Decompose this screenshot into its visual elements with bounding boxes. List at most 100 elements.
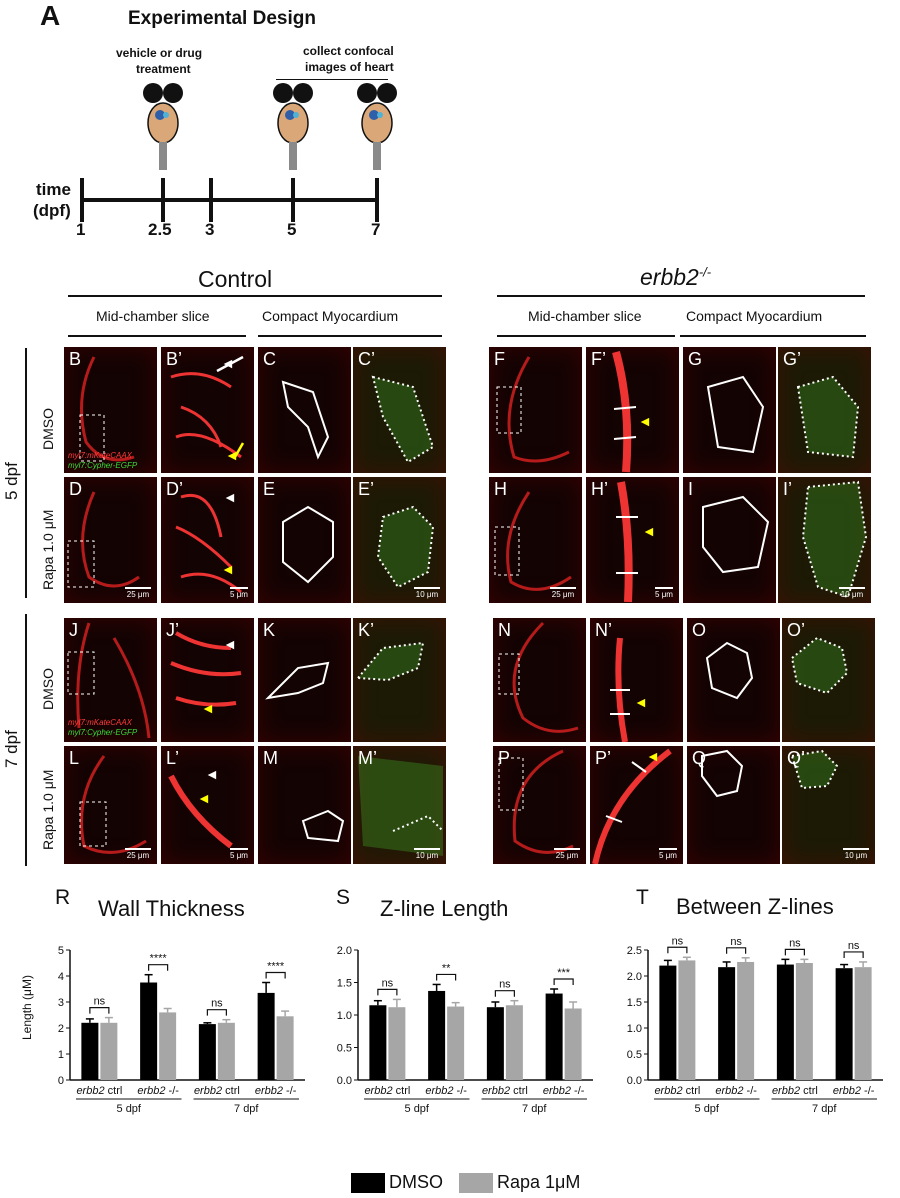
bar — [505, 1005, 523, 1080]
scalebar-5um-L-prime: 5 μm — [230, 848, 248, 860]
micrograph-O: O — [687, 618, 780, 742]
bar — [659, 965, 677, 1080]
bar — [100, 1022, 118, 1080]
scalebar-25um-L: 25 μm — [125, 848, 151, 860]
micrograph-P-prime: P’ ◄ 5 μm — [590, 746, 683, 864]
y-tick-label: 1 — [58, 1049, 64, 1061]
legend-dmso-swatch — [351, 1173, 385, 1193]
micrograph-C: C — [258, 347, 351, 473]
significance-bracket — [206, 1009, 227, 1016]
arrow-yellow-icon: ◄ — [221, 561, 235, 577]
erbb2-midchamber-underline — [497, 335, 675, 337]
bar — [795, 963, 813, 1080]
group-label: 5 dpf — [695, 1103, 720, 1115]
panel-label-G-prime: G’ — [783, 349, 801, 369]
panel-label-N: N — [498, 620, 511, 640]
category-label: erbb2 -/- — [543, 1085, 585, 1097]
panel-label-E-prime: E’ — [358, 479, 375, 499]
group-label: 5 dpf — [405, 1103, 430, 1115]
bar — [140, 982, 158, 1080]
erbb2-header: erbb2-/- — [640, 264, 711, 291]
y-tick-label: 0.0 — [337, 1075, 352, 1087]
panel-a-letter: A — [40, 0, 61, 31]
panel-label-I-prime: I’ — [783, 479, 792, 499]
y-tick-label: 0.5 — [627, 1049, 642, 1061]
significance-label: **** — [267, 961, 285, 973]
chart-letter-T: T — [636, 886, 649, 909]
y-tick-label: 4 — [58, 971, 64, 983]
significance-label: ns — [499, 979, 511, 991]
panel-label-E: E — [263, 479, 276, 499]
significance-label: ns — [730, 936, 742, 948]
chart-ylabel-R: Length (μM) — [20, 975, 34, 1040]
significance-label: ns — [789, 937, 801, 949]
marker-legend-7dpf: myl7:mKateCAAX myl7:Cypher-EGFP — [68, 718, 137, 738]
scalebar-25um-P: 25 μm — [554, 848, 580, 860]
panel-label-C: C — [263, 349, 276, 369]
marker-red-7dpf: myl7:mKateCAAX — [68, 718, 133, 727]
y-tick-label: 3 — [58, 997, 64, 1009]
category-label: erbb2 -/- — [425, 1085, 467, 1097]
row-label-rapa-5dpf: Rapa 1.0 μM — [40, 509, 56, 590]
time-label-line2: (dpf) — [33, 201, 71, 220]
scalebar-5um-P-prime: 5 μm — [659, 848, 677, 860]
significance-bracket — [726, 947, 747, 954]
control-compact-label: Compact Myocardium — [262, 308, 399, 324]
panel-label-K-prime: K’ — [358, 620, 375, 640]
control-midchamber-underline — [68, 335, 246, 337]
bar — [854, 967, 872, 1080]
arrow-yellow-icon: ◄ — [225, 447, 239, 463]
bar — [447, 1006, 465, 1080]
scalebar-text: 10 μm — [840, 590, 864, 599]
micrograph-I: I — [683, 477, 776, 603]
arrow-yellow-icon: ◄ — [197, 790, 211, 806]
bar — [217, 1022, 235, 1080]
micrograph-L-prime: L’ ◄ ◄ 5 μm — [161, 746, 254, 864]
scalebar-text: 25 μm — [555, 851, 579, 860]
bar — [678, 960, 696, 1080]
marker-green-5dpf: myl7:Cypher-EGFP — [68, 461, 138, 470]
significance-bracket — [377, 988, 398, 996]
bar — [81, 1022, 99, 1080]
tick-label-3: 3 — [205, 220, 215, 239]
group-label: 5 dpf — [117, 1103, 142, 1115]
time-label-line1: time — [36, 180, 71, 199]
scalebar-25um-H: 25 μm — [550, 587, 576, 599]
panel-label-B-prime: B’ — [166, 349, 183, 369]
arrow-yellow-icon: ◄ — [201, 700, 215, 716]
category-label: erbb2 -/- — [255, 1085, 297, 1097]
scalebar-25um-D: 25 μm — [125, 587, 151, 599]
panel-label-P-prime: P’ — [595, 748, 612, 768]
micrograph-G: G — [683, 347, 776, 473]
y-tick-label: 2.5 — [627, 945, 642, 957]
bar-chart-zline-length: 0.0 0.5 1.0 1.5 2.0 ns erbb2 ctrl ** erbb2 -/- ns… — [337, 945, 593, 1115]
panel-label-C-prime: C’ — [358, 349, 375, 369]
panel-label-O: O — [692, 620, 707, 640]
micrograph-Q-prime: Q’ 10 μm — [782, 746, 875, 864]
micrograph-J: J myl7:mKateCAAX myl7:Cypher-EGFP — [64, 618, 157, 742]
chart-letter-R: R — [55, 886, 71, 909]
scalebar-text: 5 μm — [659, 851, 677, 860]
row-label-rapa-7dpf: Rapa 1.0 μM — [40, 769, 56, 850]
category-label: erbb2 ctrl — [194, 1085, 240, 1097]
chart-title-T: Between Z-lines — [676, 894, 834, 919]
arrow-white-icon: ◄ — [223, 636, 237, 652]
bar — [428, 990, 446, 1080]
control-midchamber-label: Mid-chamber slice — [96, 308, 210, 324]
panel-label-F: F — [494, 349, 505, 369]
y-tick-label: 2.0 — [627, 971, 642, 983]
scalebar-text: 5 μm — [230, 590, 248, 599]
scalebar-5um-D-prime: 5 μm — [230, 587, 248, 599]
y-tick-label: 1.5 — [337, 978, 352, 990]
panel-label-D-prime: D’ — [166, 479, 183, 499]
tick-label-5: 5 — [287, 220, 297, 239]
experimental-design-title: Experimental Design — [128, 8, 316, 29]
bar — [545, 993, 563, 1080]
micrograph-Q: Q — [687, 746, 780, 864]
micrograph-O-prime: O’ — [782, 618, 875, 742]
significance-label: ** — [442, 962, 451, 974]
arrow-yellow-icon: ◄ — [646, 748, 660, 764]
micrograph-I-prime: I’ 10 μm — [778, 477, 871, 603]
micrograph-D-prime: D’ ◄ ◄ 5 μm — [161, 477, 254, 603]
scalebar-5um-H-prime: 5 μm — [655, 587, 673, 599]
